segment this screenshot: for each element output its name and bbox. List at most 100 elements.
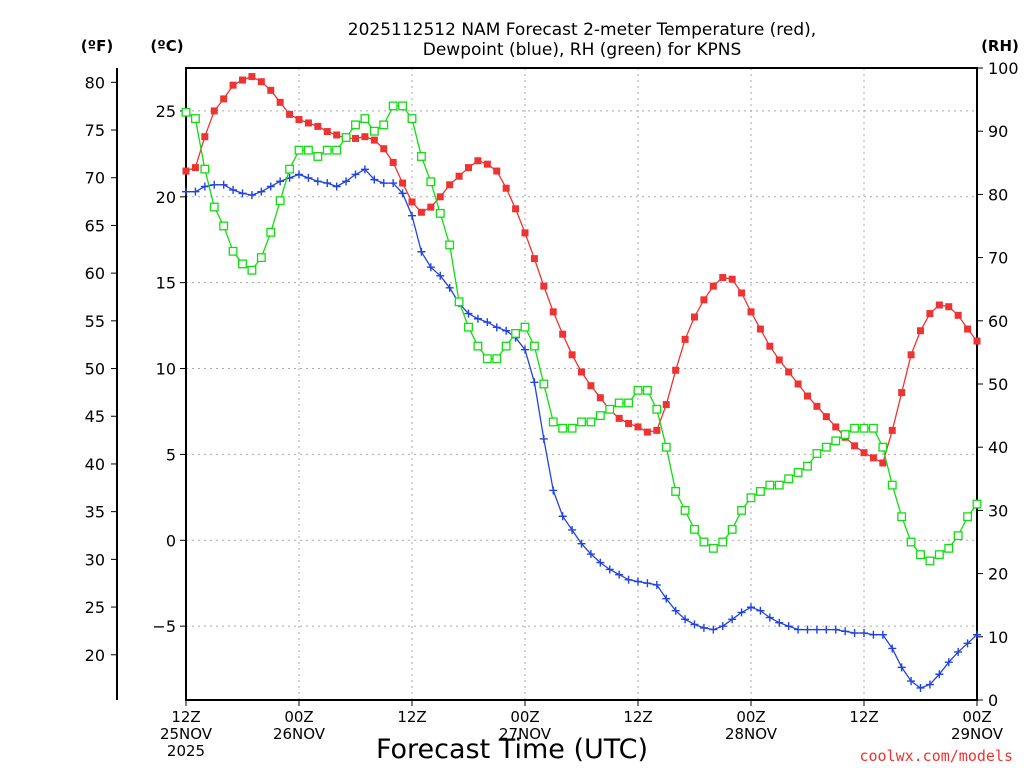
dewpoint-point <box>276 177 285 186</box>
rh-point <box>398 101 408 111</box>
rh-point <box>774 480 784 490</box>
dewpoint-point <box>558 512 567 521</box>
temperature-point <box>653 426 661 434</box>
dewpoint-point <box>963 639 972 648</box>
rh-point <box>181 107 191 117</box>
dewpoint-point <box>747 603 755 612</box>
dewpoint-point <box>539 434 548 443</box>
fahrenheit-tick-label: 45 <box>85 407 105 426</box>
temperature-point <box>248 73 256 81</box>
dewpoint-point <box>935 670 944 679</box>
temperature-series-line <box>185 75 978 464</box>
rh-point <box>878 442 888 452</box>
rh-point <box>793 468 803 477</box>
rh-point <box>313 152 323 161</box>
rh-point <box>727 524 737 534</box>
rh-point <box>529 341 539 351</box>
temperature-point <box>888 426 896 434</box>
rh-point <box>812 449 822 458</box>
dewpoint-point <box>483 318 492 327</box>
fahrenheit-tick-label: 60 <box>85 264 105 283</box>
temperature-point <box>860 449 868 457</box>
rh-point <box>266 227 276 237</box>
fahrenheit-tick-label: 80 <box>85 73 105 92</box>
rh-point <box>520 322 530 332</box>
rh-point <box>916 550 925 560</box>
fahrenheit-unit-label: (ºF) <box>81 37 113 55</box>
rh-point <box>605 404 615 414</box>
rh-point <box>633 385 643 395</box>
dewpoint-point <box>784 622 793 631</box>
temperature-point <box>267 86 275 94</box>
temperature-point <box>945 303 953 311</box>
dewpoint-point <box>473 314 482 323</box>
rh-tick-label: 20 <box>988 565 1008 584</box>
rh-point <box>492 354 502 364</box>
dewpoint-point <box>709 625 718 634</box>
x-tick-label: 12Z <box>623 708 652 726</box>
rh-point <box>850 423 860 433</box>
dewpoint-point <box>257 187 266 196</box>
dewpoint-point <box>944 658 953 667</box>
dewpoint-point <box>671 606 680 615</box>
x-tick-label: 12Z <box>849 708 878 726</box>
celsius-tick-label: 0 <box>166 531 176 550</box>
rh-point <box>303 145 313 155</box>
dewpoint-point <box>690 620 699 629</box>
rh-point <box>567 423 577 433</box>
temperature-point <box>465 164 472 172</box>
rh-point <box>624 398 634 408</box>
rh-point <box>482 354 492 364</box>
dewpoint-point <box>200 182 209 191</box>
dewpoint-point <box>888 644 897 653</box>
temperature-point <box>691 313 698 321</box>
dewpoint-point <box>568 525 577 534</box>
rh-point <box>539 379 549 389</box>
rh-point <box>379 120 389 130</box>
dewpoint-point <box>812 625 821 634</box>
x-tick-label: 00Z <box>510 708 539 726</box>
rh-point <box>595 411 605 421</box>
temperature-point <box>229 81 237 89</box>
rh-point <box>680 505 690 515</box>
dewpoint-point <box>398 189 407 198</box>
rh-point <box>831 436 841 446</box>
dewpoint-point <box>577 539 586 548</box>
x-tick-label: 25NOV <box>160 725 213 743</box>
dewpoint-point <box>822 625 831 634</box>
dewpoint-point <box>907 677 916 686</box>
rh-point <box>285 164 295 174</box>
temperature-point <box>954 311 962 319</box>
rh-point <box>511 328 521 338</box>
dewpoint-point <box>954 647 963 656</box>
rh-point <box>661 442 671 452</box>
temperature-point <box>512 205 520 213</box>
dewpoint-point <box>681 615 690 624</box>
rh-point <box>840 430 850 440</box>
dewpoint-point <box>643 579 652 588</box>
rh-point <box>887 480 897 490</box>
dewpoint-point <box>295 170 303 179</box>
rh-point <box>256 253 266 263</box>
temperature-point <box>427 203 435 211</box>
celsius-tick-label: 10 <box>156 360 176 379</box>
rh-point <box>708 543 718 553</box>
dewpoint-point <box>182 187 190 196</box>
dewpoint-point <box>586 550 595 559</box>
temperature-point <box>446 181 454 189</box>
temperature-point <box>210 107 218 115</box>
rh-point <box>577 417 586 427</box>
temperature-point <box>756 325 764 333</box>
temperature-point <box>191 164 199 172</box>
temperature-point <box>530 255 538 263</box>
credit-text: coolwx.com/models <box>859 747 1013 765</box>
temperature-point <box>935 301 943 309</box>
dewpoint-point <box>549 486 558 495</box>
temperature-point <box>917 327 924 335</box>
dewpoint-point <box>408 211 416 220</box>
rh-point <box>897 512 907 522</box>
temperature-point <box>625 420 633 427</box>
dewpoint-point <box>850 629 859 638</box>
temperature-point <box>333 131 341 139</box>
dewpoint-point <box>247 191 256 200</box>
